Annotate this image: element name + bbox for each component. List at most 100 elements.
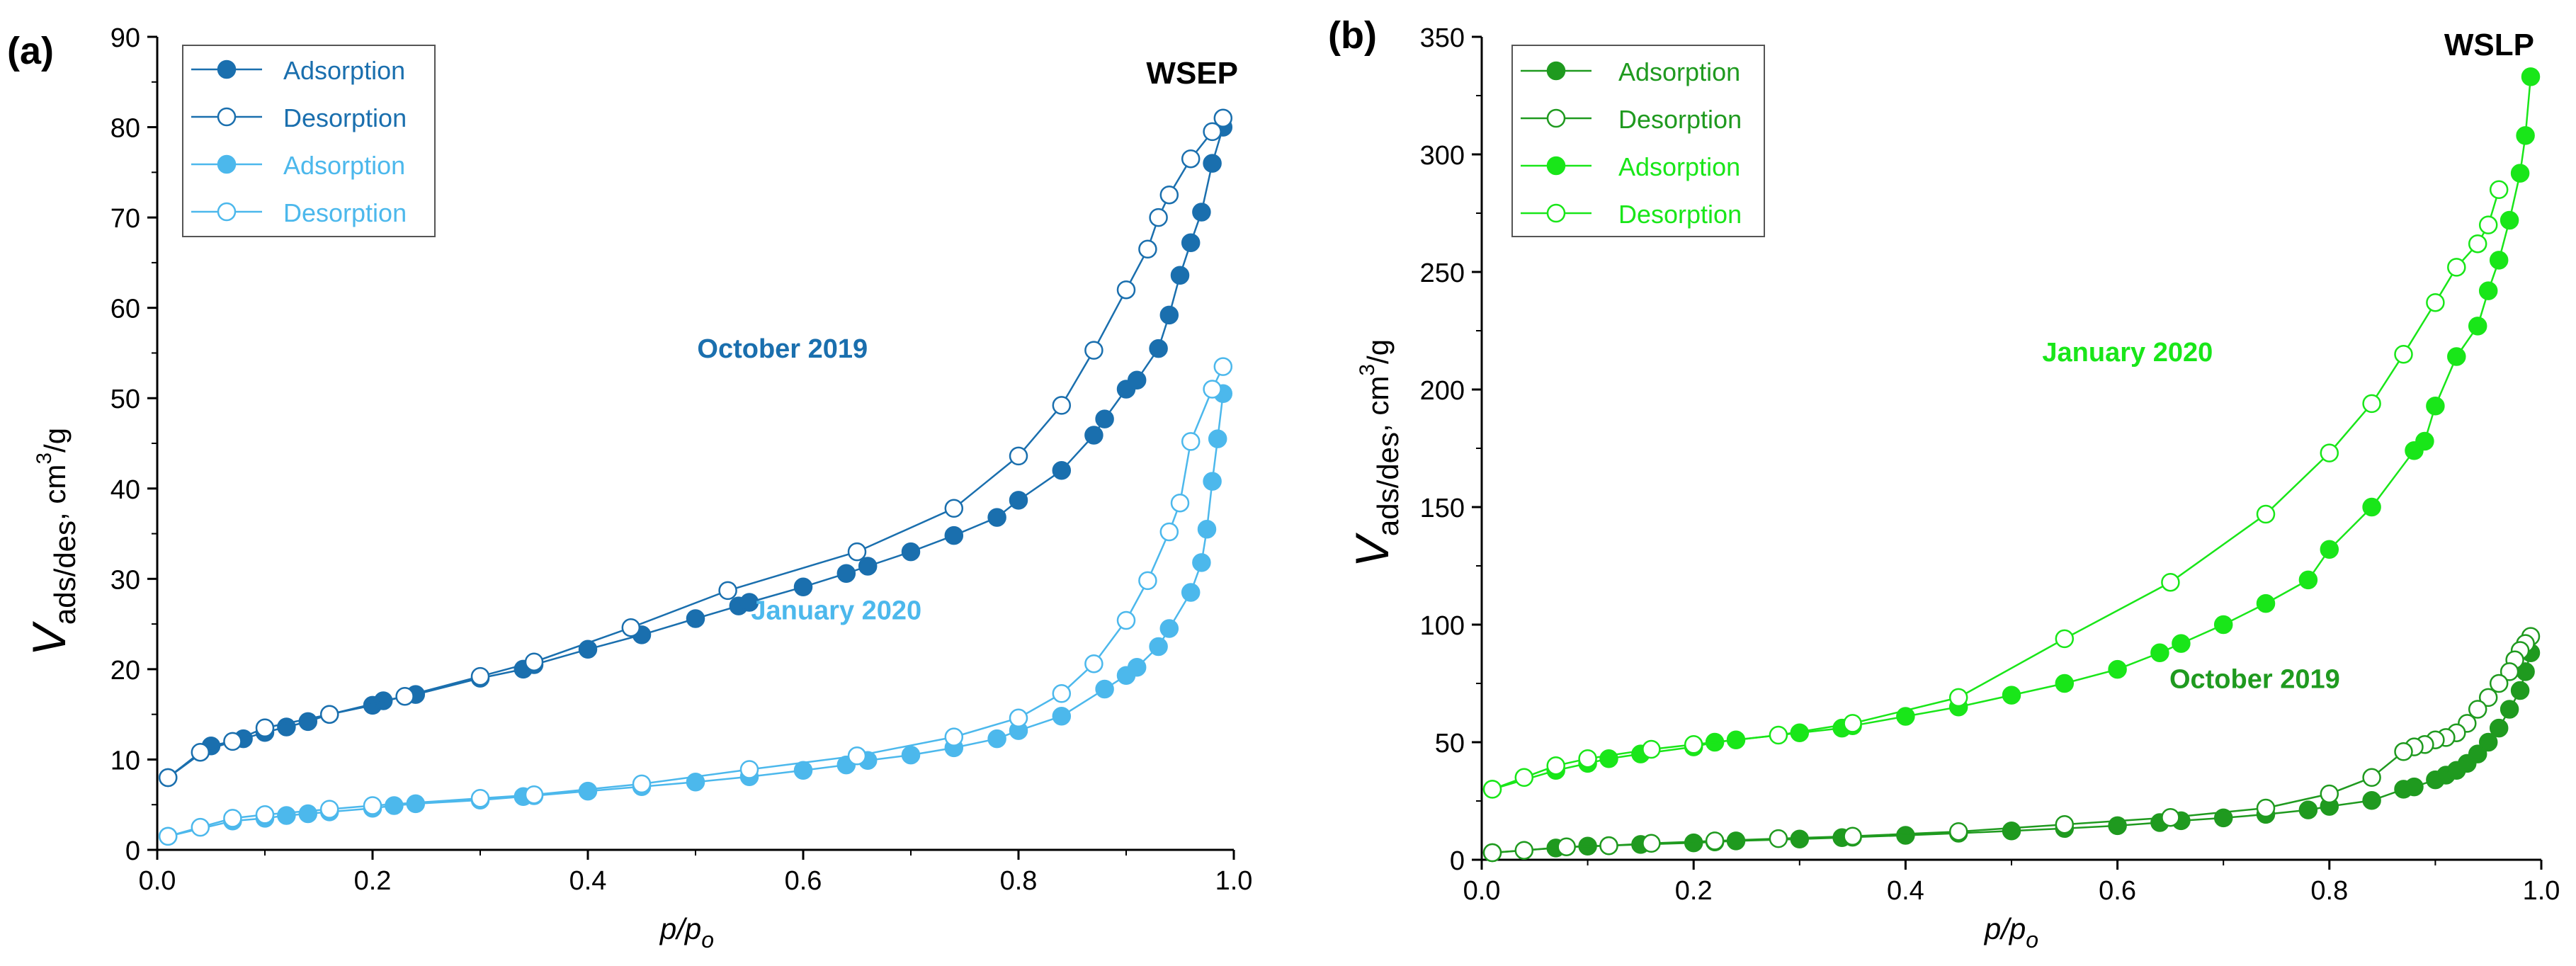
adsorption-point xyxy=(1095,679,1114,699)
desorption-point xyxy=(1203,380,1222,399)
desorption-point xyxy=(191,817,210,837)
y-tick-label: 20 xyxy=(110,656,140,686)
desorption-point xyxy=(1159,522,1179,542)
legend-label: Desorption xyxy=(1618,105,1742,134)
y-tick-label: 0 xyxy=(125,836,140,866)
adsorption-point xyxy=(2055,674,2075,693)
desorption-point xyxy=(1084,341,1103,360)
adsorption-point xyxy=(2108,659,2127,679)
y-tick-label: 80 xyxy=(110,114,140,144)
adsorption-point xyxy=(277,806,296,825)
adsorption-point xyxy=(2489,718,2509,738)
desorption-point xyxy=(2489,180,2509,200)
x-tick-label: 0.2 xyxy=(1675,876,1713,906)
adsorption-point xyxy=(578,781,598,801)
x-tick-label: 0.4 xyxy=(569,866,607,896)
legend-entry-desorption-january: Desorption xyxy=(191,198,407,227)
x-tick-label: 0.6 xyxy=(2099,876,2136,906)
desorption-point xyxy=(223,809,242,828)
desorption-point xyxy=(1482,843,1502,863)
legend-marker-filled-icon xyxy=(1546,61,1566,81)
desorption-point xyxy=(319,800,339,819)
desorption-point xyxy=(1599,836,1618,856)
adsorption-point xyxy=(1170,266,1190,285)
legend-b: Adsorption Desorption Adsorption Desorpt… xyxy=(1511,45,1765,237)
adsorption-point xyxy=(836,564,856,583)
y-tick-label: 60 xyxy=(110,295,140,324)
adsorption-point xyxy=(2415,431,2434,451)
chart-area-b: 0 50 100 150 200 250 300 350 0.0 0.2 0.4 0.6 0.8 1.0 J… xyxy=(1420,23,2560,906)
desorption-point xyxy=(1843,714,1862,733)
desorption-point xyxy=(1138,239,1157,259)
series-annotation: October 2019 xyxy=(697,334,868,364)
legend-marker-open-icon xyxy=(217,202,237,222)
x-tick-label: 0.0 xyxy=(139,866,176,896)
adsorption-point xyxy=(385,796,404,815)
x-tick-label: 0.2 xyxy=(354,866,392,896)
desorption-point xyxy=(1948,688,1968,708)
legend-label: Adsorption xyxy=(283,56,405,85)
y-tick-label: 90 xyxy=(110,23,140,53)
adsorption-point xyxy=(1009,491,1028,510)
adsorption-point xyxy=(793,577,813,597)
desorption-point xyxy=(524,785,544,805)
adsorption-point xyxy=(858,557,878,576)
y-tick-label: 0 xyxy=(1450,846,1465,876)
desorption-point xyxy=(319,705,339,724)
desorption-point xyxy=(2362,768,2381,788)
series-annotation: October 2019 xyxy=(2169,665,2340,695)
legend-entry-desorption-january: Desorption xyxy=(1521,200,1742,229)
legend-marker-filled-icon xyxy=(217,59,237,79)
legend-label: Desorption xyxy=(283,198,407,227)
desorption-point xyxy=(1684,735,1703,754)
desorption-point xyxy=(1546,756,1565,775)
adsorption-point xyxy=(2213,615,2233,635)
desorption-point xyxy=(2055,629,2075,649)
desorption-point xyxy=(2055,814,2075,834)
adsorption-point xyxy=(1599,749,1618,768)
x-tick-label: 1.0 xyxy=(2523,876,2560,906)
adsorption-point xyxy=(1084,426,1103,445)
y-tick-label: 70 xyxy=(110,204,140,234)
adsorption-point xyxy=(2447,347,2466,366)
chart-area-a: 0 10 20 30 40 50 60 70 80 90 0.0 0.2 0.4 0.6 0.8 1.0 Oct… xyxy=(110,23,1253,896)
adsorption-point xyxy=(1149,339,1168,358)
legend-a: Adsorption Desorption Adsorption Desorpt… xyxy=(182,45,436,237)
y-tick-label: 250 xyxy=(1420,258,1465,288)
desorption-point xyxy=(395,686,414,706)
desorption-point xyxy=(847,746,867,766)
series-line xyxy=(167,366,1224,838)
series-annotation: January 2020 xyxy=(2042,338,2213,368)
adsorption-point xyxy=(277,717,296,737)
desorption-point xyxy=(1159,185,1179,205)
adsorption-point xyxy=(2405,777,2424,797)
adsorption-point xyxy=(2298,570,2318,590)
desorption-point xyxy=(1116,280,1136,300)
desorption-point xyxy=(1203,122,1222,142)
desorption-point xyxy=(1843,826,1862,846)
desorption-point xyxy=(1181,149,1201,169)
adsorption-point xyxy=(2510,164,2530,183)
adsorption-point xyxy=(987,729,1006,749)
desorption-point xyxy=(2256,798,2276,818)
desorption-point xyxy=(255,718,275,738)
desorption-point xyxy=(255,805,275,824)
adsorption-point xyxy=(1208,429,1227,448)
desorption-point xyxy=(1138,571,1157,591)
desorption-point xyxy=(2161,807,2180,827)
adsorption-point xyxy=(2468,317,2487,336)
panel-label-a: (a) xyxy=(7,30,54,72)
adsorption-point xyxy=(1790,829,1810,849)
adsorption-point xyxy=(2521,67,2541,86)
adsorption-point xyxy=(1159,305,1179,325)
desorption-point xyxy=(944,727,964,746)
desorption-point xyxy=(1514,841,1534,860)
desorption-point xyxy=(2426,292,2445,312)
x-axis-label-a: p/po xyxy=(659,912,714,953)
y-axis-label-a: Vads/des, cm3/g xyxy=(23,428,81,656)
x-tick-label: 0.0 xyxy=(1463,876,1501,906)
desorption-point xyxy=(1009,708,1028,728)
desorption-point xyxy=(1213,357,1233,376)
adsorption-point xyxy=(1052,461,1072,480)
sample-title-b: WSLP xyxy=(2444,28,2534,62)
